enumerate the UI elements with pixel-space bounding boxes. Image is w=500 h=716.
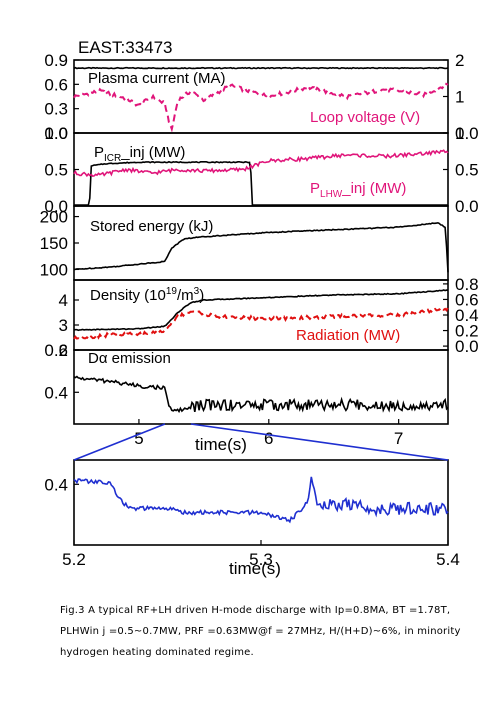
panel-3-series-1-line: [73, 221, 449, 273]
y-tick-label-left: 0.3: [44, 100, 68, 119]
panel4-left-label: Density (1019/m3): [90, 286, 204, 304]
y-tick-label-right: 1.0: [455, 124, 479, 143]
panel-5-series-1-line: [73, 375, 449, 414]
y-tick-label-left: 3: [59, 316, 68, 335]
y-tick-label-left: 0.6: [44, 75, 68, 94]
y-tick-label-left: 1.0: [44, 124, 68, 143]
caption-line-2: PLHWin j =0.5~0.7MW, PRF =0.63MW@f = 27M…: [60, 626, 461, 637]
y-tick-label-left: 200: [40, 208, 68, 227]
y-tick-label-left: 0.4: [44, 383, 68, 402]
y-tick-label-right: 0.6: [455, 290, 479, 309]
panel-1-series-1-line: [73, 66, 449, 70]
y-tick-label-right: 0.0: [455, 197, 479, 216]
y-tick-label-left: 4: [59, 291, 68, 310]
text-layer: EAST:33473 Plasma current (MA) Loop volt…: [78, 38, 420, 578]
x-tick-label: 5.3: [249, 550, 273, 569]
panel3-left-label: Stored energy (kJ): [90, 218, 213, 235]
y-tick-label-left: 0.9: [44, 51, 68, 70]
y-tick-label-left: 0.4: [44, 475, 68, 494]
panel2-right-label: PLHW_inj (MW): [310, 180, 406, 200]
zoom-xlabel: time(s): [229, 559, 281, 578]
panel-1-series-2-line: [73, 81, 449, 133]
y-tick-label-left: 0.0: [44, 124, 68, 143]
panel1-left-label: Plasma current (MA): [88, 70, 226, 87]
x-tick-label: 6: [264, 429, 273, 448]
zoom-connector-left: [73, 423, 166, 461]
x-tick-label: 5.2: [62, 550, 86, 569]
zoom-connector-right: [190, 423, 449, 461]
y-tick-label-right: 0.4: [455, 306, 479, 325]
panel2-left-label: PICR_inj (MW): [94, 144, 185, 164]
x-tick-label: 5.4: [436, 550, 460, 569]
y-tick-label-left: 2: [59, 341, 68, 360]
panel4-right-label: Radiation (MW): [296, 327, 400, 344]
panel5-left-label: Dα emission: [88, 350, 171, 367]
plot-layer: 0.00.30.60.90120.00.51.00.00.51.01001502…: [40, 51, 479, 569]
y-tick-label-right: 0.5: [455, 161, 479, 180]
y-tick-label-right: 0.0: [455, 337, 479, 356]
y-tick-label-left: 0.6: [44, 341, 68, 360]
panel-5-frame: [73, 349, 449, 425]
panel-6-series-1-line: [73, 476, 449, 524]
y-tick-label-right: 0: [455, 124, 464, 143]
y-tick-label-right: 0.8: [455, 275, 479, 294]
caption-line-1: Fig.3 A typical RF+LH driven H-mode disc…: [60, 605, 451, 616]
figure-title: EAST:33473: [78, 38, 173, 57]
y-tick-label-left: 0.0: [44, 197, 68, 216]
panel-4-series-2-line: [73, 306, 449, 341]
x-tick-label: 7: [394, 429, 403, 448]
y-tick-label-right: 1: [455, 88, 464, 107]
caption: Fig.3 A typical RF+LH driven H-mode disc…: [60, 600, 480, 663]
panel5-xlabel: time(s): [195, 435, 247, 454]
panel-2-series-1-line: [74, 160, 448, 206]
y-tick-label-left: 0.5: [44, 161, 68, 180]
y-tick-label-left: 100: [40, 260, 68, 279]
panel-2-series-2-line: [73, 149, 449, 178]
caption-line-3: hydrogen heating dominated regime.: [60, 647, 254, 658]
y-tick-label-right: 0.2: [455, 322, 479, 341]
panel1-right-label: Loop voltage (V): [310, 109, 420, 126]
y-tick-label-left: 150: [40, 234, 68, 253]
x-tick-label: 5: [134, 429, 143, 448]
y-tick-label-right: 2: [455, 51, 464, 70]
panel-4-series-1-line: [73, 289, 449, 332]
panel-6-frame: [73, 459, 449, 546]
